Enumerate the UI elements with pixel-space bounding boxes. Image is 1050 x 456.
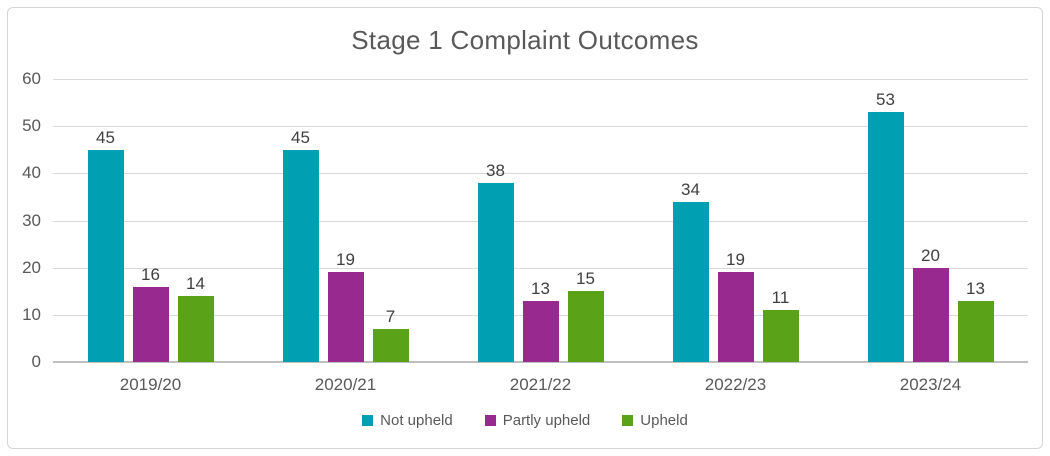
bar-value-label: 13 [966, 278, 985, 298]
bar-column: 16 [132, 79, 169, 362]
legend-item: Upheld [622, 412, 688, 429]
plot-area: 45 16 14 45 19 7 38 13 15 34 19 11 53 20 13 [53, 79, 1028, 363]
x-category-label: 2019/20 [119, 375, 182, 394]
bar [477, 182, 514, 362]
gridline [53, 79, 1028, 80]
bar-value-label: 34 [681, 179, 700, 199]
bar-value-label: 38 [486, 160, 505, 180]
bar-column: 34 [672, 79, 709, 362]
legend-swatch [362, 415, 374, 426]
bar-column: 11 [762, 79, 799, 362]
bar [567, 291, 604, 362]
x-category-label: 2021/22 [509, 375, 572, 394]
x-axis-labels: 2019/20 2020/21 2021/22 2022/23 2023/24 [53, 375, 1028, 395]
bar-column: 15 [567, 79, 604, 362]
y-tick-label: 40 [22, 163, 41, 183]
bar-value-label: 45 [96, 127, 115, 147]
legend-item: Not upheld [362, 412, 453, 429]
bar-column: 45 [87, 79, 124, 362]
bar [717, 272, 754, 362]
bar-value-label: 15 [576, 269, 595, 289]
x-axis-line [53, 361, 1028, 363]
bar [957, 300, 994, 362]
x-category-label: 2022/23 [704, 375, 767, 394]
bar-value-label: 20 [921, 245, 940, 265]
gridline [53, 173, 1028, 175]
bar-column: 19 [327, 79, 364, 362]
bar-value-label: 13 [531, 278, 550, 298]
bar-column: 53 [867, 79, 904, 362]
legend-item: Partly upheld [484, 412, 591, 429]
bar [522, 300, 559, 362]
legend-label: Partly upheld [502, 412, 591, 429]
gridline [53, 220, 1028, 222]
bar-group: 45 19 7 [248, 79, 443, 362]
bar-value-label: 19 [726, 250, 745, 270]
bar-column: 38 [477, 79, 514, 362]
legend-label: Upheld [640, 412, 688, 429]
y-tick-label: 50 [22, 116, 41, 136]
x-category-label: 2023/24 [899, 375, 962, 394]
bar-value-label: 45 [291, 127, 310, 147]
legend-label: Not upheld [380, 412, 453, 429]
bar-column: 20 [912, 79, 949, 362]
x-category-label: 2020/21 [314, 375, 377, 394]
bar-value-label: 53 [876, 90, 895, 110]
bar-value-label: 16 [141, 264, 160, 284]
bar [372, 328, 409, 362]
bar-column: 45 [282, 79, 319, 362]
bar-column: 13 [522, 79, 559, 362]
gridline [53, 126, 1028, 128]
bar-group: 45 16 14 [53, 79, 248, 362]
bar [282, 149, 319, 362]
bar-group: 34 19 11 [638, 79, 833, 362]
bar-groups: 45 16 14 45 19 7 38 13 15 34 19 11 53 20 13 [53, 79, 1028, 362]
bar-group: 38 13 15 [443, 79, 638, 362]
legend-swatch [484, 415, 496, 426]
y-tick-label: 30 [22, 210, 41, 230]
bar [132, 286, 169, 362]
y-axis: 0 10 20 30 40 50 60 [8, 70, 41, 371]
chart-title: Stage 1 Complaint Outcomes [351, 25, 699, 55]
bar-value-label: 7 [385, 306, 396, 326]
bar-group: 53 20 13 [833, 79, 1028, 362]
bar [327, 272, 364, 362]
legend-swatch [622, 415, 634, 426]
bar [672, 201, 709, 362]
bar-value-label: 14 [186, 273, 205, 293]
bar-column: 7 [372, 79, 409, 362]
bar-value-label: 19 [336, 250, 355, 270]
bar [177, 295, 214, 362]
bar-column: 13 [957, 79, 994, 362]
y-tick-label: 0 [31, 352, 41, 371]
bar [912, 267, 949, 362]
bar-value-label: 11 [771, 288, 790, 308]
bar [87, 149, 124, 362]
y-tick-label: 10 [22, 304, 41, 324]
gridline [53, 267, 1028, 269]
bar-column: 19 [717, 79, 754, 362]
legend: Not upheld Partly upheld Upheld [8, 412, 1042, 429]
bar-column: 14 [177, 79, 214, 362]
bar [867, 112, 904, 362]
y-tick-label: 60 [22, 69, 41, 88]
y-tick-label: 20 [22, 257, 41, 277]
bar [762, 310, 799, 362]
chart-frame: Stage 1 Complaint Outcomes 0 10 20 30 40 50 60… [7, 7, 1043, 449]
